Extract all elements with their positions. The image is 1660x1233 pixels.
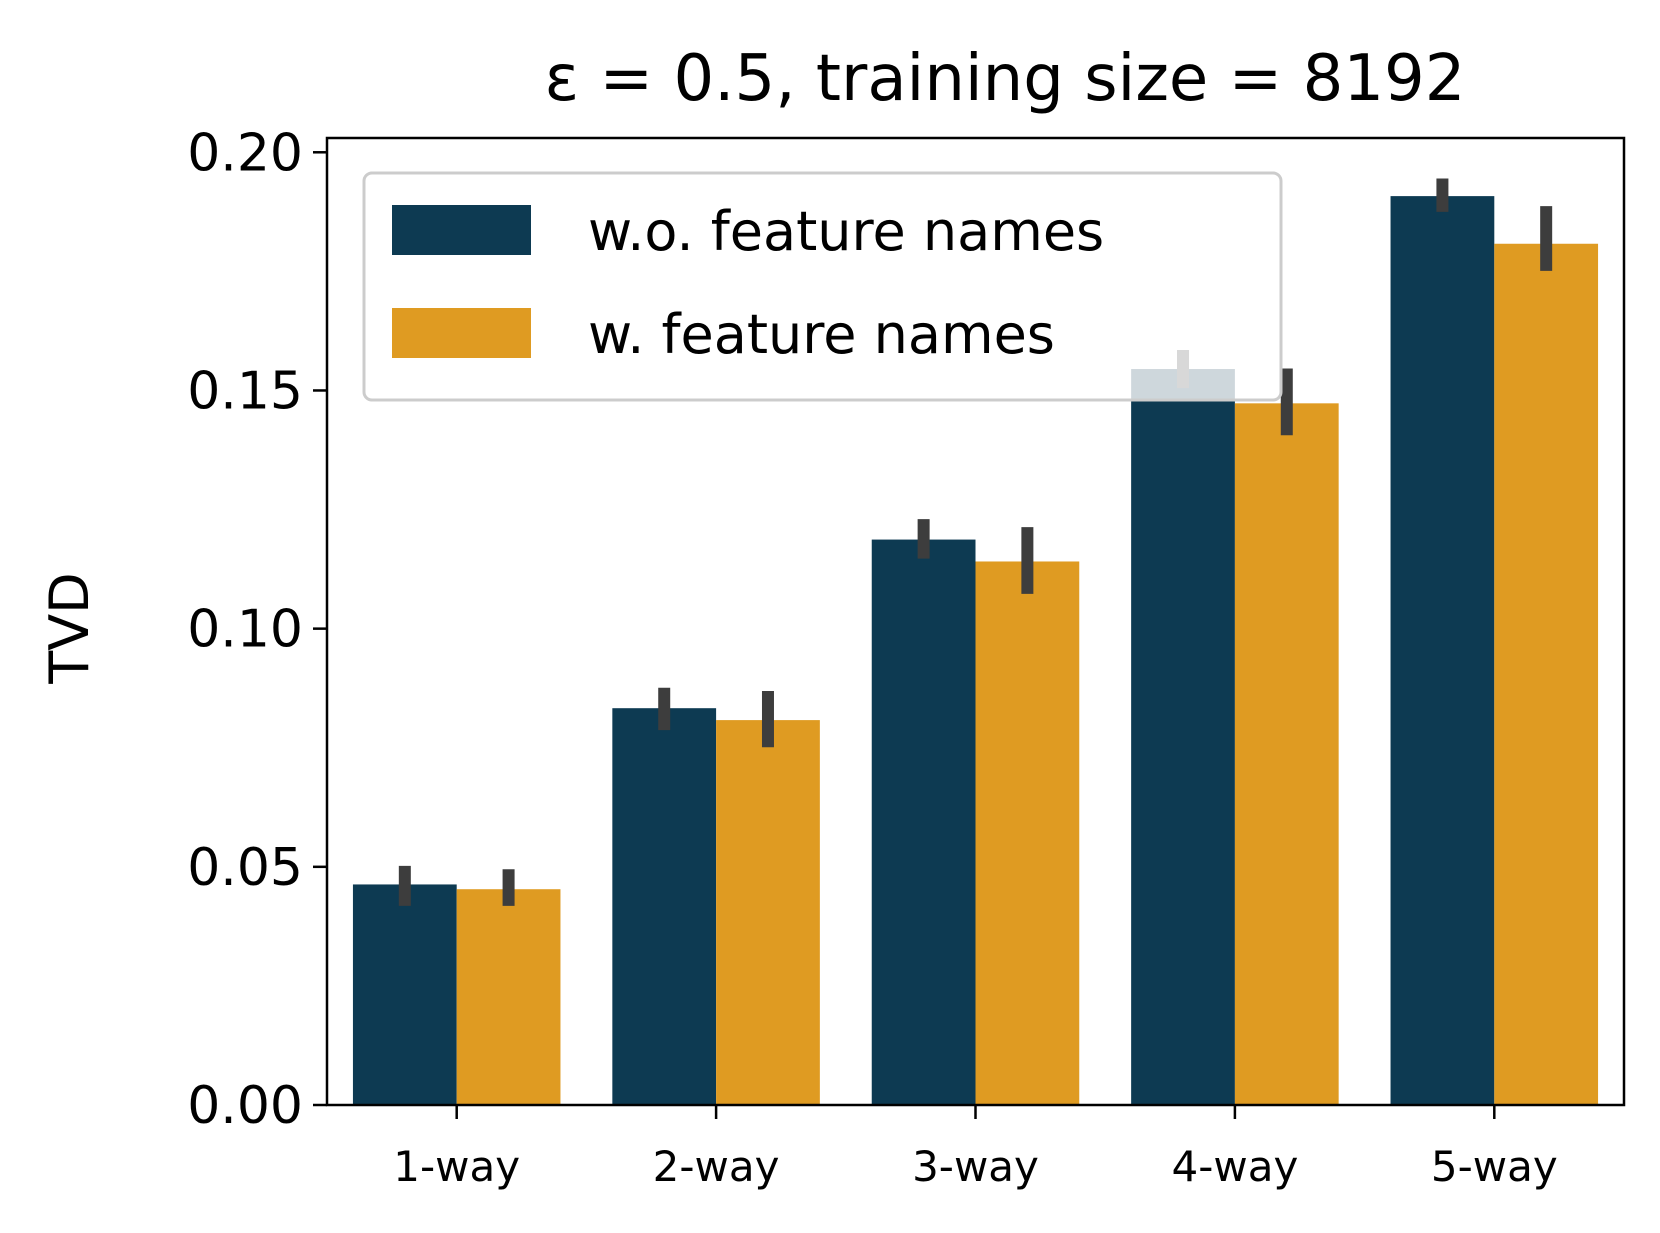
x-tick-label: 5-way xyxy=(1431,1142,1558,1191)
legend-label: w. feature names xyxy=(588,303,1055,366)
x-tick-label: 2-way xyxy=(653,1142,780,1191)
legend-label: w.o. feature names xyxy=(588,200,1104,263)
x-tick-label: 4-way xyxy=(1171,1142,1298,1191)
bars-group xyxy=(352,196,1599,1106)
x-tick-label: 1-way xyxy=(393,1142,520,1191)
bar xyxy=(1494,243,1599,1105)
bar xyxy=(352,884,457,1105)
x-tick-label: 3-way xyxy=(912,1142,1039,1191)
y-tick-label: 0.05 xyxy=(187,838,303,898)
bar xyxy=(975,561,1080,1105)
y-tick-label: 0.15 xyxy=(187,361,303,421)
error-bars-group xyxy=(398,178,1553,906)
bar xyxy=(871,539,976,1105)
y-tick-label: 0.10 xyxy=(187,600,303,660)
plot-frame xyxy=(325,136,1626,1107)
bar xyxy=(612,708,717,1105)
y-axis-label: TVD xyxy=(38,572,101,685)
legend-swatch xyxy=(392,205,531,255)
legend-swatch xyxy=(392,308,531,358)
bar xyxy=(1390,196,1495,1106)
y-tick-label: 0.20 xyxy=(187,123,303,183)
bar xyxy=(456,889,561,1105)
y-tick-label: 0.00 xyxy=(187,1076,303,1136)
bar xyxy=(1131,369,1235,1106)
bar xyxy=(716,720,820,1105)
y-axis-ticks: 0.00 0.05 0.10 0.15 0.20 xyxy=(187,123,327,1136)
bar xyxy=(1234,403,1339,1105)
x-axis-ticks: 1-way 2-way 3-way 4-way 5-way xyxy=(393,1105,1558,1191)
legend: w.o. feature names w. feature names xyxy=(362,171,1283,402)
chart-title: ε = 0.5, training size = 8192 xyxy=(545,42,1466,116)
legend-box xyxy=(362,171,1283,402)
